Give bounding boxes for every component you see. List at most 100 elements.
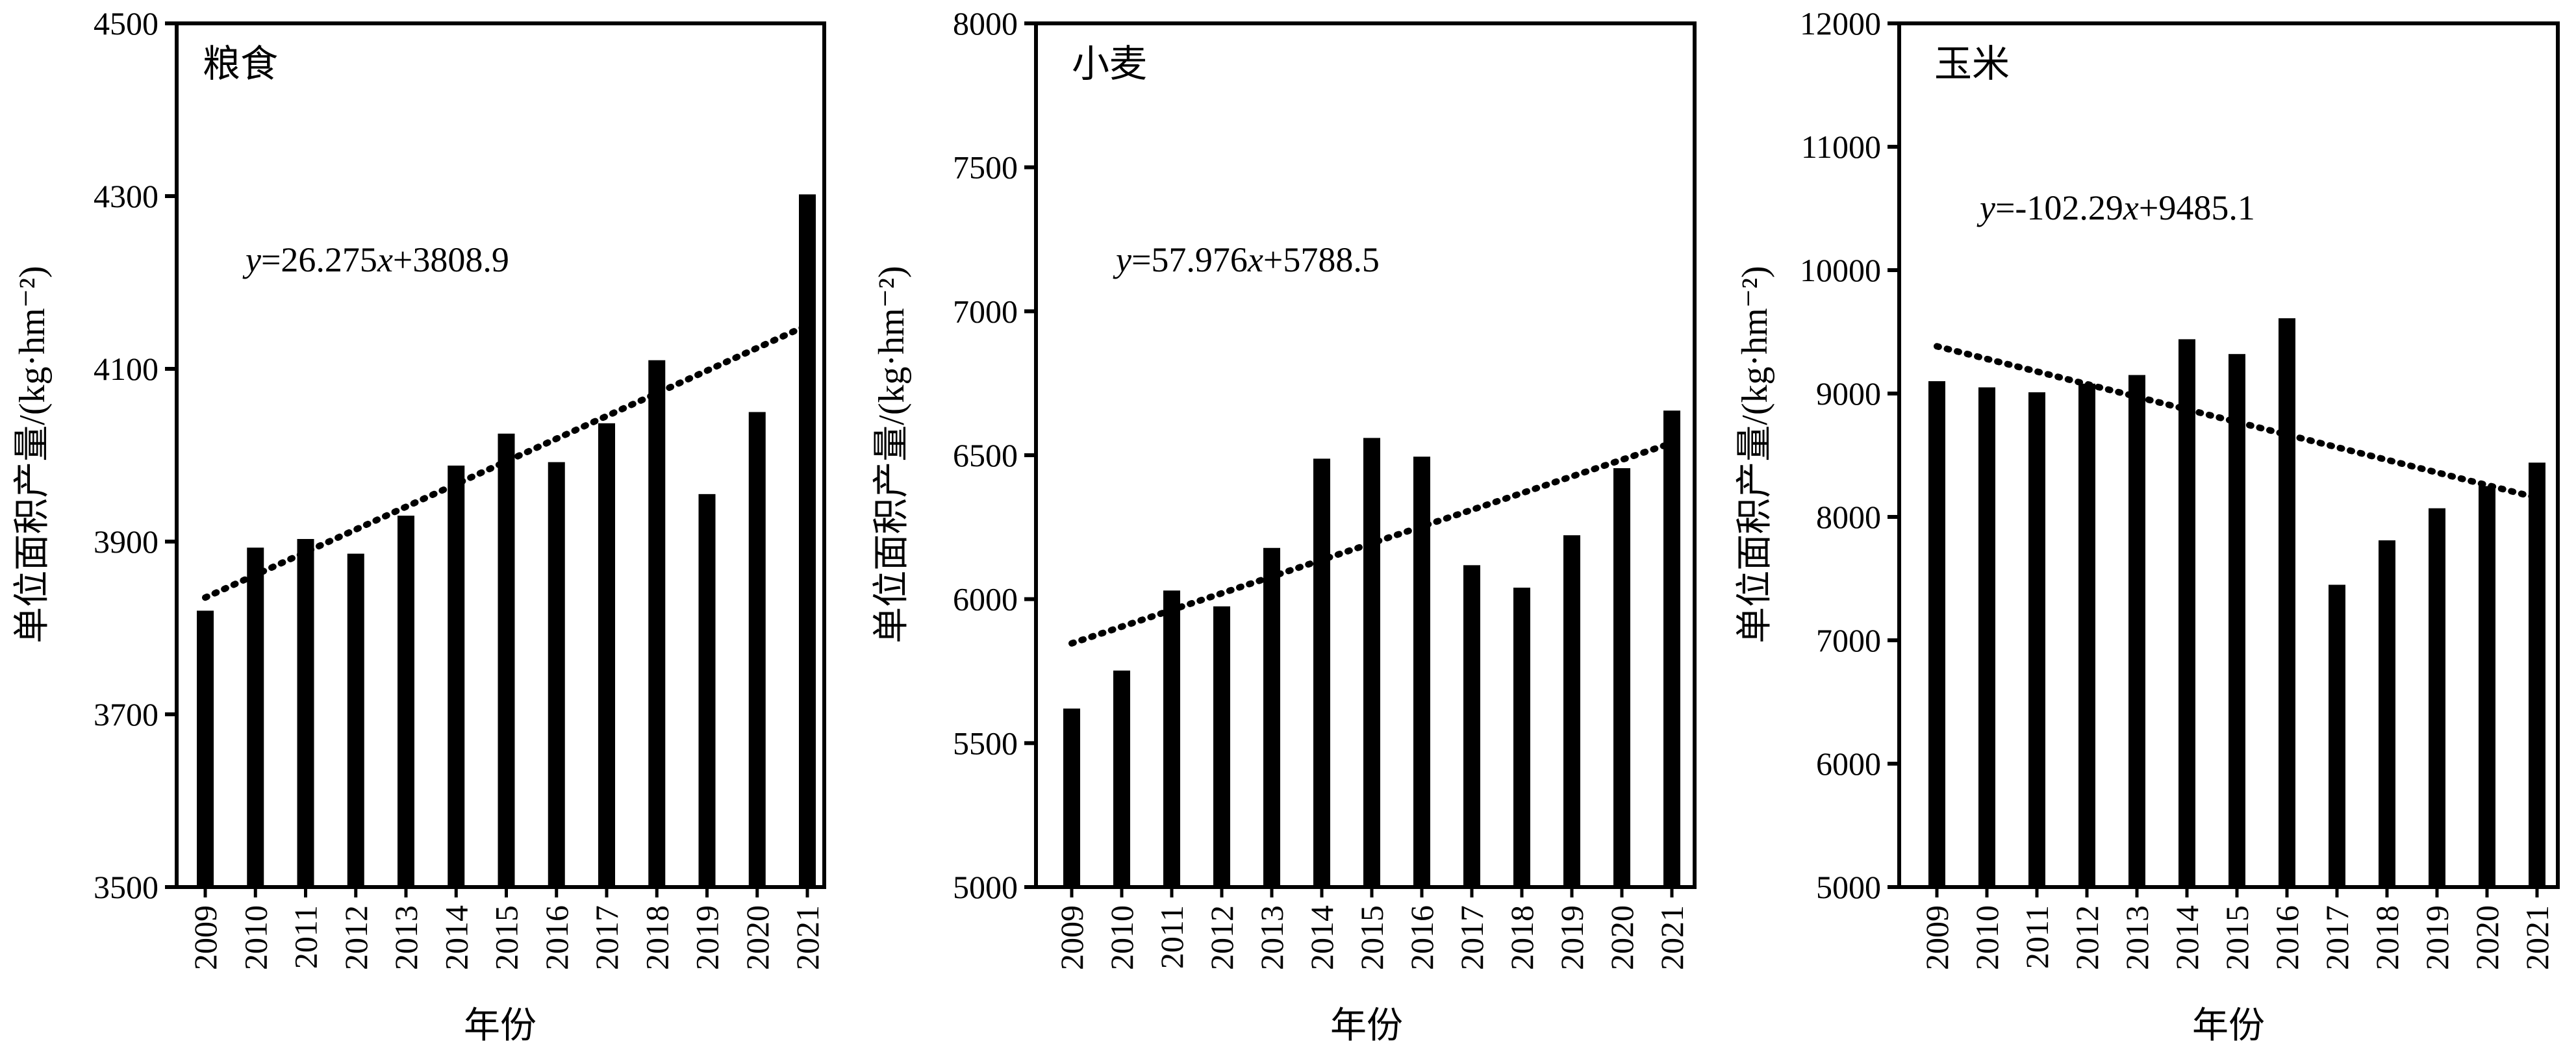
bar	[1263, 547, 1280, 887]
y-axis-ticks: 5000 5500 6000 6500 7000 7500 8000	[953, 5, 1036, 905]
y-axis-title: 单位面积产量/(kg·hm⁻²)	[872, 266, 912, 643]
x-tick-label: 2011	[2019, 905, 2055, 969]
x-tick-label: 2012	[338, 905, 374, 970]
x-tick-label: 2017	[1454, 905, 1490, 970]
bar	[2429, 508, 2445, 887]
x-tick-label: 2014	[438, 905, 474, 970]
y-tick-label: 11000	[1801, 129, 1881, 165]
bar	[1363, 438, 1380, 887]
bar	[1063, 708, 1080, 887]
y-tick-label: 3900	[94, 523, 158, 560]
y-tick-label: 4500	[94, 5, 158, 42]
bar	[2529, 462, 2545, 887]
y-tick-label: 8000	[1816, 499, 1881, 535]
y-tick-label: 7000	[953, 293, 1018, 329]
chart-panel-corn: 5000 6000 7000 8000 9000 10000 11000 12000 2009…	[1735, 5, 2560, 1046]
x-tick-label: 2011	[288, 905, 324, 969]
y-tick-label: 9000	[1816, 375, 1881, 412]
y-axis-title: 单位面积产量/(kg·hm⁻²)	[12, 266, 53, 643]
x-tick-label: 2009	[187, 905, 223, 970]
trendline	[202, 321, 811, 601]
equation-slope: =57.976	[1131, 240, 1248, 279]
x-tick-label: 2010	[237, 905, 273, 970]
x-tick-label: 2016	[2269, 905, 2305, 970]
equation-slope: =26.275	[261, 240, 377, 279]
y-tick-label: 3500	[94, 869, 158, 905]
bar	[548, 462, 565, 887]
x-tick-label: 2019	[1554, 905, 1590, 970]
bar	[1978, 387, 1995, 887]
x-tick-label: 2018	[1504, 905, 1540, 970]
y-tick-label: 10000	[1800, 252, 1881, 288]
y-tick-label: 5000	[953, 869, 1018, 905]
y-tick-label: 5500	[953, 725, 1018, 761]
x-tick-label: 2014	[2169, 905, 2205, 970]
x-tick-label: 2016	[1404, 905, 1440, 970]
bar	[748, 412, 766, 887]
x-tick-label: 2018	[638, 905, 675, 970]
y-tick-label: 5000	[1816, 869, 1881, 905]
equation-y-var: y	[1976, 188, 1995, 227]
bar	[2229, 354, 2245, 887]
x-tick-label: 2021	[2519, 905, 2555, 970]
trendline	[1068, 440, 1675, 647]
x-axis-title: 年份	[1330, 1006, 1403, 1046]
x-tick-label: 2020	[739, 905, 776, 970]
x-tick-label: 2016	[538, 905, 575, 970]
x-tick-label: 2013	[1254, 905, 1290, 970]
bar	[2379, 540, 2395, 887]
y-axis-title: 单位面积产量/(kg·hm⁻²)	[1735, 266, 1775, 643]
equation-x-var: x	[1247, 240, 1263, 279]
bar	[698, 494, 716, 887]
bar	[448, 465, 465, 887]
equation-y-var: y	[242, 240, 261, 279]
y-tick-label: 8000	[953, 5, 1018, 42]
x-tick-label: 2009	[1919, 905, 1955, 970]
x-tick-label: 2013	[2119, 905, 2155, 970]
x-tick-label: 2020	[1604, 905, 1640, 970]
x-tick-label: 2017	[2319, 905, 2355, 970]
equation-x-var: x	[377, 240, 393, 279]
bar	[1563, 535, 1580, 887]
equation-intercept: +3808.9	[393, 240, 509, 279]
bar-series	[1063, 410, 1680, 887]
y-tick-label: 6500	[953, 437, 1018, 473]
trendline	[1934, 343, 2540, 501]
bar	[1463, 565, 1480, 887]
x-tick-label: 2013	[388, 905, 424, 970]
chart-panel-grain: 3500 3700 3900 4100 4300 4500 2009 2010 2011 201…	[12, 5, 826, 1046]
x-tick-label: 2012	[1204, 905, 1240, 970]
bar	[1313, 458, 1330, 887]
x-tick-label: 2010	[1969, 905, 2005, 970]
bar	[1213, 606, 1230, 887]
equation-slope: =-102.29	[1995, 188, 2123, 227]
bar	[1928, 381, 1945, 887]
panel-title: 小麦	[1072, 43, 1147, 85]
bar	[799, 194, 816, 888]
bar	[347, 553, 364, 887]
x-tick-label: 2017	[588, 905, 625, 970]
bar	[1513, 587, 1530, 887]
x-tick-label: 2009	[1054, 905, 1090, 970]
x-tick-label: 2015	[488, 905, 525, 970]
y-tick-label: 12000	[1800, 5, 1881, 42]
x-tick-label: 2018	[2369, 905, 2405, 970]
x-tick-label: 2020	[2469, 905, 2505, 970]
bar-series	[1928, 318, 2545, 888]
panel-title: 粮食	[203, 43, 278, 85]
chart-panel-wheat: 5000 5500 6000 6500 7000 7500 8000 2009 2010 201…	[872, 5, 1697, 1046]
bar	[197, 610, 214, 887]
equation-y-var: y	[1113, 240, 1131, 279]
x-tick-label: 2015	[2219, 905, 2255, 970]
bar	[2078, 383, 2095, 887]
bar	[2128, 375, 2145, 887]
panel-title: 玉米	[1934, 43, 2010, 85]
bar-series	[197, 194, 816, 888]
y-tick-label: 4300	[94, 178, 158, 214]
x-axis-ticks: 2009 2010 2011 2012 2013 2014 2015 2016 2017 2018…	[187, 887, 826, 970]
y-tick-label: 3700	[94, 696, 158, 733]
y-axis-ticks: 5000 6000 7000 8000 9000 10000 11000 12000	[1800, 5, 1899, 905]
x-tick-label: 2011	[1154, 905, 1190, 969]
bar	[598, 423, 615, 887]
x-axis-ticks: 2009 2010 2011 2012 2013 2014 2015 2016 2017 2018…	[1919, 887, 2555, 970]
